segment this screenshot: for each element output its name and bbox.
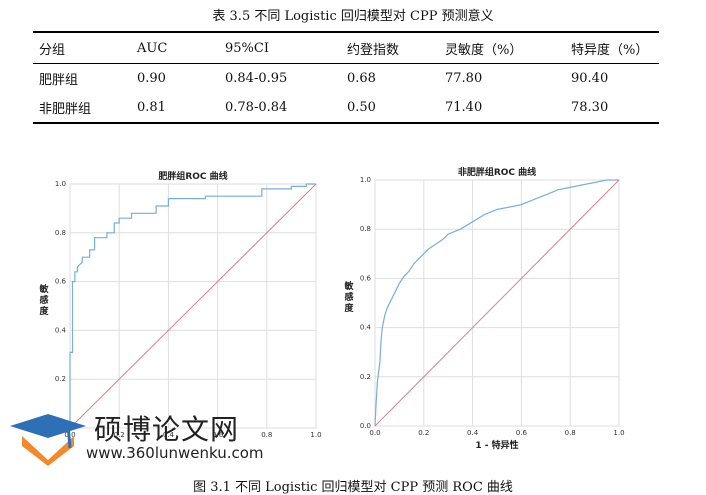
chart-title: 肥胖组ROC 曲线 [158, 170, 227, 182]
cell-youden: 0.50 [347, 100, 376, 115]
cell-specificity: 90.40 [571, 71, 609, 86]
table-header-row: 分组 AUC 95%CI 约登指数 灵敏度（%） 特异度（%） [33, 32, 659, 64]
x-tick-label: 0.2 [114, 431, 125, 439]
x-tick-label: 1.0 [310, 431, 321, 439]
x-tick-label: 0.6 [212, 431, 224, 439]
x-tick-label: 0.4 [163, 431, 175, 439]
x-tick-label: 0.8 [565, 429, 576, 437]
x-tick-label: 1.0 [613, 429, 624, 437]
y-tick-label: 0.2 [55, 375, 66, 383]
x-tick-label: 0.0 [369, 429, 380, 437]
watermark-title: 硕博论文网 [94, 413, 240, 446]
header-auc: AUC [137, 40, 168, 56]
cell-sensitivity: 71.40 [445, 100, 483, 115]
chart-title: 非肥胖组ROC 曲线 [458, 166, 536, 178]
y-tick-label: 0.8 [360, 225, 371, 233]
x-tick-label: 0.2 [418, 429, 429, 437]
y-tick-label: 0.2 [360, 373, 371, 381]
header-specificity: 特异度（%） [571, 42, 649, 58]
y-tick-label: 1.0 [360, 176, 371, 184]
table-caption: 表 3.5 不同 Logistic 回归模型对 CPP 预测意义 [212, 9, 494, 24]
y-axis-label: 敏感度 [38, 283, 49, 317]
x-tick-label: 0.4 [467, 429, 479, 437]
cell-group: 非肥胖组 [39, 102, 92, 117]
roc-chart-obese: 0.00.20.40.60.81.00.00.20.40.60.81.0肥胖组R… [38, 170, 321, 439]
results-table: 分组 AUC 95%CI 约登指数 灵敏度（%） 特异度（%） 肥胖组 0.90… [33, 31, 659, 124]
cell-sensitivity: 77.80 [445, 71, 483, 86]
cell-specificity: 78.30 [571, 100, 609, 115]
roc-chart-non-obese: 0.0 0.2 0.4 0.6 0.8 1.0 0.0 0.2 0.4 0.6 0.8 1.0 非肥胖组… [343, 166, 624, 451]
y-tick-label: 0.6 [360, 274, 372, 282]
reference-line [374, 179, 620, 427]
header-youden: 约登指数 [347, 42, 400, 58]
watermark-url: www.360lunwenku.com [86, 444, 264, 462]
roc-curve [374, 179, 619, 427]
header-ci: 95%CI [225, 40, 269, 56]
cell-ci: 0.84-0.95 [225, 71, 288, 86]
x-tick-label: 0.6 [516, 429, 528, 437]
reference-line [69, 183, 317, 429]
graduation-cap-logo-icon [10, 414, 86, 466]
header-sensitivity: 灵敏度（%） [445, 42, 523, 58]
cell-youden: 0.68 [347, 71, 376, 86]
y-tick-label: 0.0 [360, 422, 371, 430]
y-tick-label: 0.8 [55, 229, 66, 237]
header-group: 分组 [39, 42, 66, 58]
roc-curve [69, 183, 316, 428]
y-axis-label: 敏感度 [343, 280, 354, 314]
y-tick-label: 1.0 [55, 180, 66, 188]
y-tick-label: 0.4 [360, 324, 372, 332]
y-tick-label: 0.4 [55, 326, 67, 334]
table-row: 非肥胖组 0.81 0.78-0.84 0.50 71.40 78.30 [33, 93, 659, 123]
x-tick-label: 0.8 [261, 431, 272, 439]
y-tick-label: 0.6 [55, 278, 67, 286]
cell-auc: 0.81 [137, 100, 166, 115]
figure-caption: 图 3.1 不同 Logistic 回归模型对 CPP 预测 ROC 曲线 [193, 480, 513, 495]
cell-auc: 0.90 [137, 71, 166, 86]
cell-ci: 0.78-0.84 [225, 100, 288, 115]
cell-group: 肥胖组 [39, 73, 79, 88]
watermark: 硕博论文网 www.360lunwenku.com [8, 396, 268, 466]
x-axis-label: 1 - 特异性 [475, 439, 518, 451]
table-row: 肥胖组 0.90 0.84-0.95 0.68 77.80 90.40 [33, 64, 659, 94]
